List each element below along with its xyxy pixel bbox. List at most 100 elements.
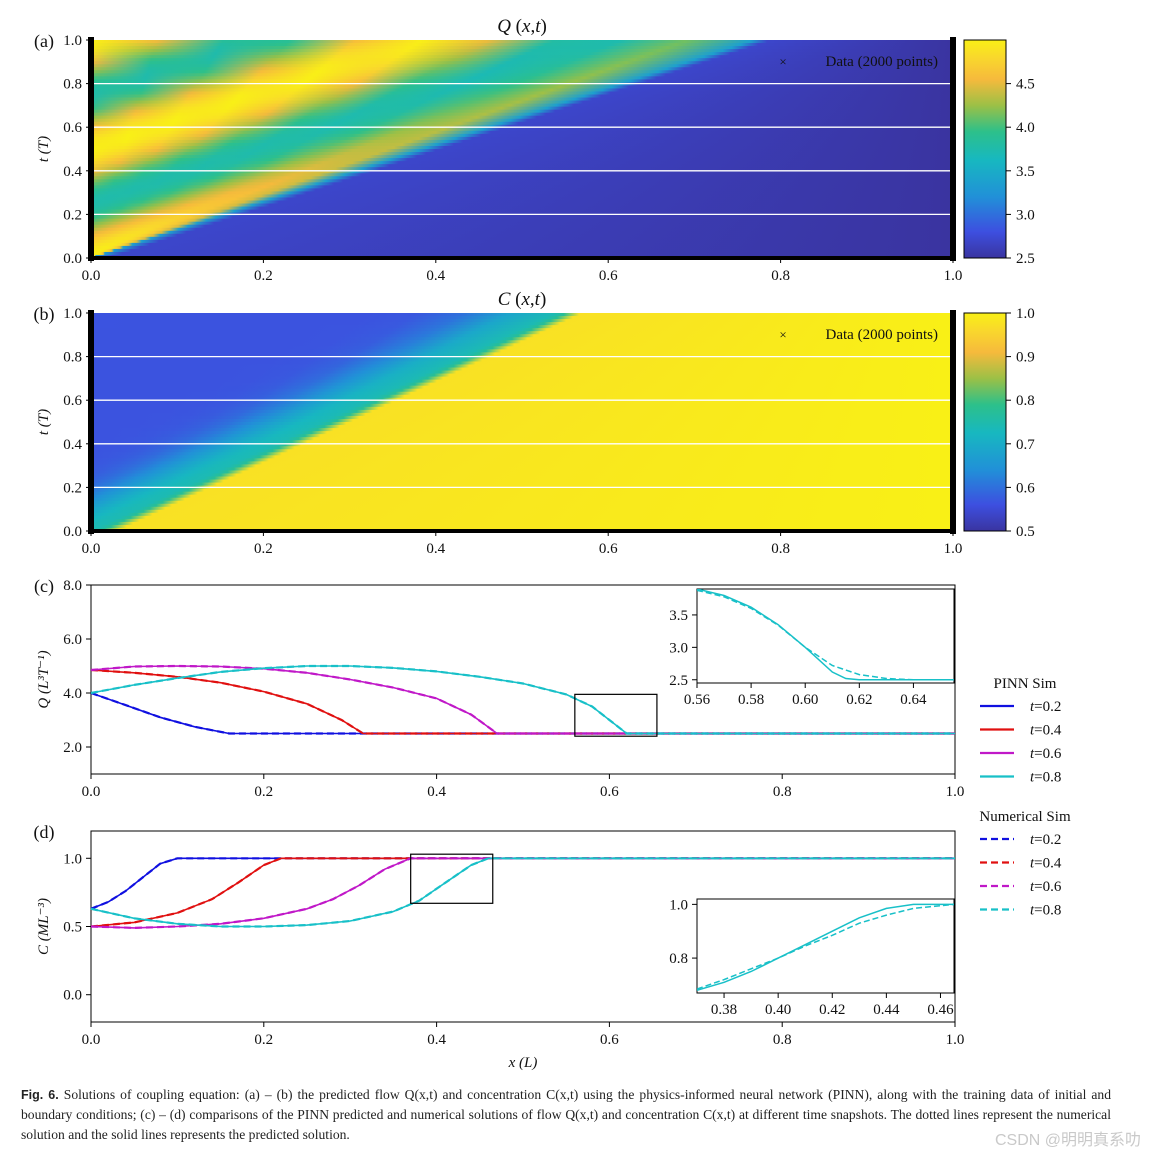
panel-a-heatmap: 0.0 0.2 0.4 0.6 0.8 1.0 0.0 0.2 0.4 0.6 0.8 1.0 (a) t… xyxy=(34,16,1035,284)
heatmap-row xyxy=(91,142,953,147)
heatmap-row xyxy=(91,461,953,466)
colorbar-tick-label: 4.0 xyxy=(1016,120,1035,136)
series-line-pinn-t06 xyxy=(90,857,955,929)
heatmap-row xyxy=(91,425,953,429)
heatmap-row xyxy=(91,503,953,508)
x-tick-label: 0.4 xyxy=(426,268,445,284)
heatmap-row xyxy=(91,46,953,50)
plot-frame xyxy=(90,584,956,775)
heatmap-row xyxy=(91,415,953,420)
heatmap-row xyxy=(91,328,953,332)
panel-letter: (d) xyxy=(34,822,55,843)
heatmap-row xyxy=(91,406,953,411)
heatmap-row xyxy=(91,112,953,117)
heatmap-row xyxy=(91,355,953,360)
legend-entry-label: t=0.6 xyxy=(1030,746,1062,762)
heatmap-row xyxy=(91,239,953,244)
zoom-box xyxy=(410,853,494,904)
heatmap-row xyxy=(91,512,953,517)
panel-b-heatmap: 0.0 0.2 0.4 0.6 0.8 1.0 0.0 0.2 0.4 0.6 0.8 1.0 (b) t… xyxy=(34,289,1036,557)
chart-title: C (x,t) xyxy=(498,289,547,310)
heatmap-row xyxy=(91,494,953,499)
heatmap-row xyxy=(91,479,953,484)
heatmap-row xyxy=(91,52,953,56)
heatmap-row xyxy=(91,221,953,226)
x-tick-label: 1.0 xyxy=(944,268,963,284)
heatmap-row xyxy=(91,521,953,526)
heatmap-row xyxy=(91,409,953,414)
heatmap-row xyxy=(91,379,953,384)
heatmap-row xyxy=(91,64,953,69)
heatmap-row xyxy=(91,242,953,247)
heatmap-row xyxy=(91,245,953,250)
inset-x-tick-label: 0.64 xyxy=(900,692,927,708)
panel-letter: (b) xyxy=(34,304,55,325)
heatmap-row xyxy=(91,109,953,114)
y-tick-label: 0.5 xyxy=(63,920,82,936)
heatmap-row xyxy=(91,394,953,399)
x-tick-label: 0.0 xyxy=(82,541,101,557)
heatmap-row xyxy=(91,337,953,342)
legend-label: Data (2000 points) xyxy=(826,327,938,343)
x-tick-label: 0.2 xyxy=(254,541,273,557)
heatmap-row xyxy=(91,376,953,381)
heatmap-row xyxy=(91,509,953,514)
y-tick-label: 6.0 xyxy=(63,632,82,648)
heatmap-row xyxy=(91,145,953,150)
y-tick-label: 0.4 xyxy=(63,164,82,180)
heatmap-row xyxy=(91,85,953,90)
y-axis-label: C (ML⁻³) xyxy=(36,898,52,955)
heatmap-row xyxy=(91,206,953,211)
x-tick-label: 0.4 xyxy=(427,1032,446,1048)
x-tick-label: 0.6 xyxy=(600,1032,619,1048)
x-tick-label: 0.8 xyxy=(771,541,790,557)
legend-title: PINN Sim xyxy=(994,676,1057,692)
x-tick-label: 0.6 xyxy=(599,268,618,284)
heatmap-row xyxy=(91,55,953,59)
heatmap-row xyxy=(91,403,953,408)
zoom-box xyxy=(574,693,658,737)
watermark: CSDN @明明真系叻 xyxy=(994,1132,1141,1149)
heatmap-row xyxy=(91,127,953,132)
heatmap-row xyxy=(91,325,953,329)
heatmap-row xyxy=(91,115,953,120)
heatmap-row xyxy=(91,139,953,144)
heatmap-row xyxy=(91,161,953,165)
boundary-data-left xyxy=(88,310,94,534)
heatmap-row xyxy=(91,373,953,378)
x-tick-label: 0.8 xyxy=(773,1032,792,1048)
heatmap-row xyxy=(91,443,953,448)
inset-y-tick-label: 2.5 xyxy=(669,673,688,689)
x-tick-label: 0.8 xyxy=(771,268,790,284)
heatmap-row xyxy=(91,334,953,339)
colorbar-tick-label: 3.5 xyxy=(1016,164,1035,180)
heatmap-row xyxy=(91,152,953,156)
x-tick-label: 0.0 xyxy=(82,784,101,800)
inset-y-tick-label: 1.0 xyxy=(669,897,688,913)
colorbar xyxy=(963,39,1007,259)
heatmap-row xyxy=(91,422,953,426)
heatmap-row xyxy=(91,203,953,208)
heatmap-row xyxy=(91,343,953,348)
colorbar-tick-label: 0.9 xyxy=(1016,350,1035,366)
heatmap-row xyxy=(91,103,953,108)
legend-entry-label: t=0.6 xyxy=(1030,879,1062,895)
inset-series-solid xyxy=(697,589,954,681)
chart-title: Q (x,t) xyxy=(497,16,547,37)
inset-plot-area xyxy=(697,903,954,992)
caption-label: Fig. 6. xyxy=(21,1088,59,1102)
heatmap-row xyxy=(91,230,953,235)
heatmap-field xyxy=(91,313,953,531)
heatmap-row xyxy=(91,349,953,354)
heatmap-row xyxy=(91,158,953,162)
heatmap-row xyxy=(91,251,953,256)
colorbar xyxy=(963,312,1007,532)
inset-x-tick-label: 0.42 xyxy=(819,1002,845,1018)
panel-c-line-chart: 0.0 0.2 0.4 0.6 0.8 1.0 2.0 4.0 6.0 8.0 (c) Q (L³T⁻… xyxy=(34,576,964,800)
heatmap-row xyxy=(91,43,953,47)
heatmap-row xyxy=(91,82,953,87)
legend-entry-label: t=0.4 xyxy=(1030,723,1062,739)
x-tick-label: 0.2 xyxy=(254,784,273,800)
heatmap-row xyxy=(91,73,953,78)
y-tick-label: 8.0 xyxy=(63,578,82,594)
